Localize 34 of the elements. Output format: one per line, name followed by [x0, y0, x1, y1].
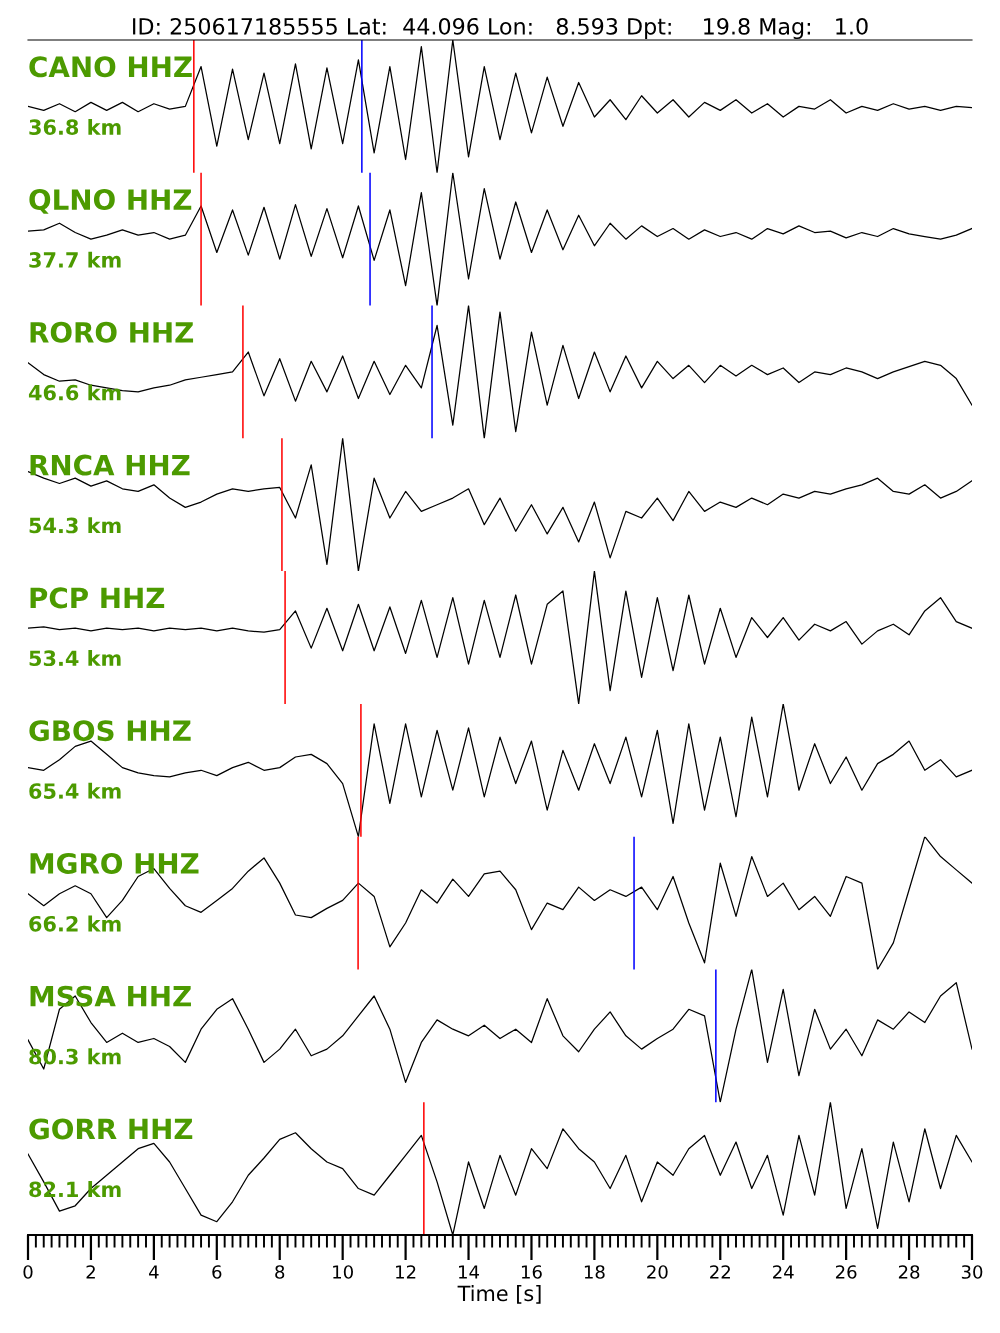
x-tick-label: 2	[86, 1265, 95, 1279]
x-tick-label: 8	[275, 1265, 285, 1279]
annotation: 37.7 km	[29, 251, 121, 268]
x-tick-label: 12	[396, 1265, 416, 1279]
annotation: 46.6 km	[28, 384, 121, 401]
annotation: 65.4 km	[29, 782, 121, 799]
x-tick-label: 22	[710, 1265, 730, 1279]
annotation: CANO HHZ	[29, 56, 192, 78]
x-tick-label: 0	[23, 1265, 33, 1279]
annotation: 54.3 km	[29, 517, 121, 534]
annotation: GORR HHZ	[29, 1118, 193, 1140]
x-axis-title: Time [s]	[457, 1285, 541, 1304]
chart-title: ID: 250617185555 Lat: 44.096 Lon: 8.593 Dpt: 19.8 Mag: 1.0	[133, 17, 868, 40]
annotation: RORO HHZ	[30, 321, 194, 343]
x-tick-label: 10	[333, 1265, 353, 1279]
annotation: GBOS HHZ	[29, 720, 191, 742]
x-tick-label: 26	[835, 1265, 857, 1279]
annotation: 53.4 km	[29, 649, 121, 667]
annotation: PCP HHZ	[30, 587, 165, 609]
x-tick-label: 18	[584, 1265, 605, 1279]
x-tick-label: 16	[521, 1265, 542, 1279]
annotation: 36.8 km	[29, 118, 121, 136]
x-tick-label: 28	[898, 1265, 920, 1279]
x-tick-label: 14	[459, 1265, 480, 1279]
x-tick-label: 20	[647, 1265, 668, 1279]
x-tick-label: 4	[149, 1265, 159, 1279]
x-tick-label: 30	[961, 1265, 983, 1279]
x-tick-label: 24	[773, 1265, 794, 1279]
x-tick-label: 6	[212, 1265, 222, 1279]
annotation: 66.2 km	[29, 915, 121, 932]
annotation: MSSA HHZ	[30, 985, 191, 1007]
annotation: RNCA HHZ	[30, 454, 190, 476]
annotation: QLNO HHZ	[29, 189, 192, 214]
annotation: MGRO HHZ	[30, 852, 199, 874]
